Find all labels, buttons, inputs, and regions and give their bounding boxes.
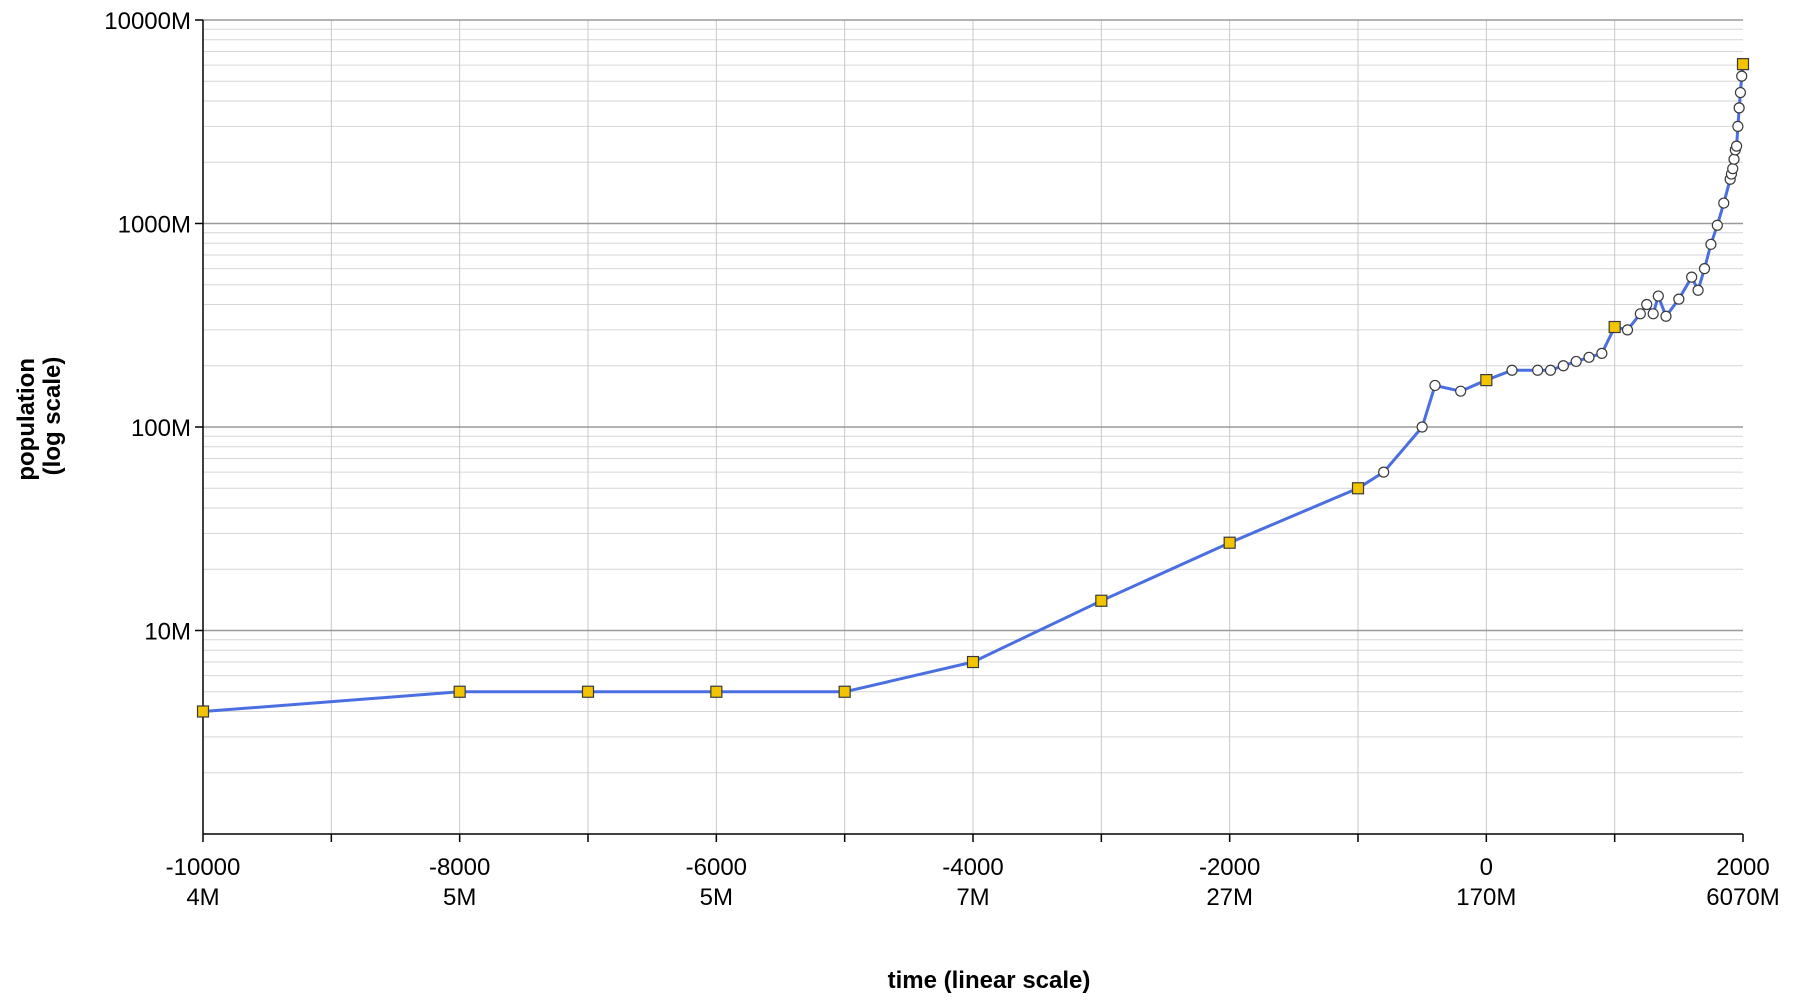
- x-tick-sublabel: 7M: [956, 884, 989, 911]
- x-axis-title: time (linear scale): [888, 967, 1091, 994]
- circle-marker: [1596, 347, 1608, 359]
- x-tick-sublabel: 170M: [1456, 884, 1516, 911]
- square-marker: [710, 685, 723, 698]
- square-marker: [1608, 320, 1621, 334]
- circle-marker: [1727, 163, 1739, 175]
- circle-marker: [1652, 290, 1664, 302]
- circle-marker: [1416, 421, 1428, 433]
- circle-marker: [1734, 86, 1747, 99]
- square-marker: [1736, 58, 1750, 71]
- circle-marker: [1730, 140, 1743, 152]
- y-axis-title: population (log scale): [13, 351, 66, 480]
- circle-marker: [1673, 293, 1685, 305]
- x-tick-sublabel: 5M: [700, 884, 733, 911]
- circle-marker: [1686, 271, 1698, 283]
- y-tick-label: 100M: [131, 415, 191, 442]
- circle-marker: [1705, 238, 1717, 250]
- circle-marker: [1660, 310, 1672, 322]
- circle-marker: [1557, 360, 1569, 372]
- y-tick-label: 10M: [144, 619, 191, 646]
- x-tick-label: 2000: [1716, 854, 1769, 881]
- square-marker: [581, 685, 595, 698]
- circle-marker: [1647, 308, 1659, 320]
- x-tick-label: -4000: [942, 854, 1003, 881]
- circle-marker: [1711, 219, 1723, 231]
- square-marker: [196, 705, 210, 718]
- y-tick-label: 10000M: [104, 8, 191, 35]
- circle-marker: [1718, 197, 1730, 209]
- circle-marker: [1733, 102, 1745, 114]
- x-tick-sublabel: 5M: [443, 884, 476, 911]
- circle-marker: [1583, 351, 1595, 363]
- circle-marker: [1641, 298, 1653, 311]
- circle-marker: [1732, 120, 1744, 133]
- major-gridlines: [203, 19, 1743, 632]
- x-tick-sublabel: 6070M: [1706, 884, 1779, 911]
- square-marker: [838, 685, 851, 698]
- circle-marker: [1698, 263, 1711, 275]
- circle-marker: [1621, 324, 1634, 336]
- circle-marker: [1570, 355, 1582, 368]
- circle-marker: [1728, 153, 1740, 165]
- circle-marker: [1544, 364, 1557, 376]
- y-axis-title-line-1: population: [13, 358, 40, 481]
- square-marker: [1223, 536, 1236, 549]
- circle-marker: [1634, 308, 1646, 320]
- circle-marker: [1455, 385, 1467, 397]
- x-tick-label: -8000: [429, 854, 490, 881]
- circle-marker: [1378, 466, 1390, 478]
- circle-marker: [1736, 70, 1748, 82]
- minor-gridlines: [203, 20, 1743, 834]
- circle-marker: [1429, 379, 1441, 392]
- circle-marker: [1506, 364, 1518, 376]
- x-tick-label: -10000: [166, 854, 241, 881]
- circle-marker: [1692, 284, 1704, 296]
- x-tick-label: -2000: [1199, 854, 1260, 881]
- x-tick-label: 0: [1480, 854, 1493, 881]
- square-marker: [1351, 482, 1365, 495]
- circle-marker: [1532, 364, 1544, 376]
- x-tick-labels: -10000 4M -8000 5M -6000 5M -4000 7M -2000 27M 0 17…: [166, 854, 1780, 911]
- y-tick-label: 1000M: [118, 212, 191, 239]
- x-tick-sublabel: 4M: [186, 884, 219, 911]
- axes: [195, 19, 1744, 842]
- square-marker: [453, 685, 466, 698]
- square-marker: [1095, 594, 1108, 607]
- data-markers: [196, 58, 1750, 718]
- square-marker: [966, 655, 980, 669]
- square-marker: [1480, 374, 1493, 387]
- y-tick-labels: 10M 100M 1000M 10000M: [104, 8, 191, 646]
- x-tick-label: -6000: [686, 854, 747, 881]
- x-tick-sublabel: 27M: [1206, 884, 1253, 911]
- y-axis-title-line-2: (log scale): [39, 357, 66, 476]
